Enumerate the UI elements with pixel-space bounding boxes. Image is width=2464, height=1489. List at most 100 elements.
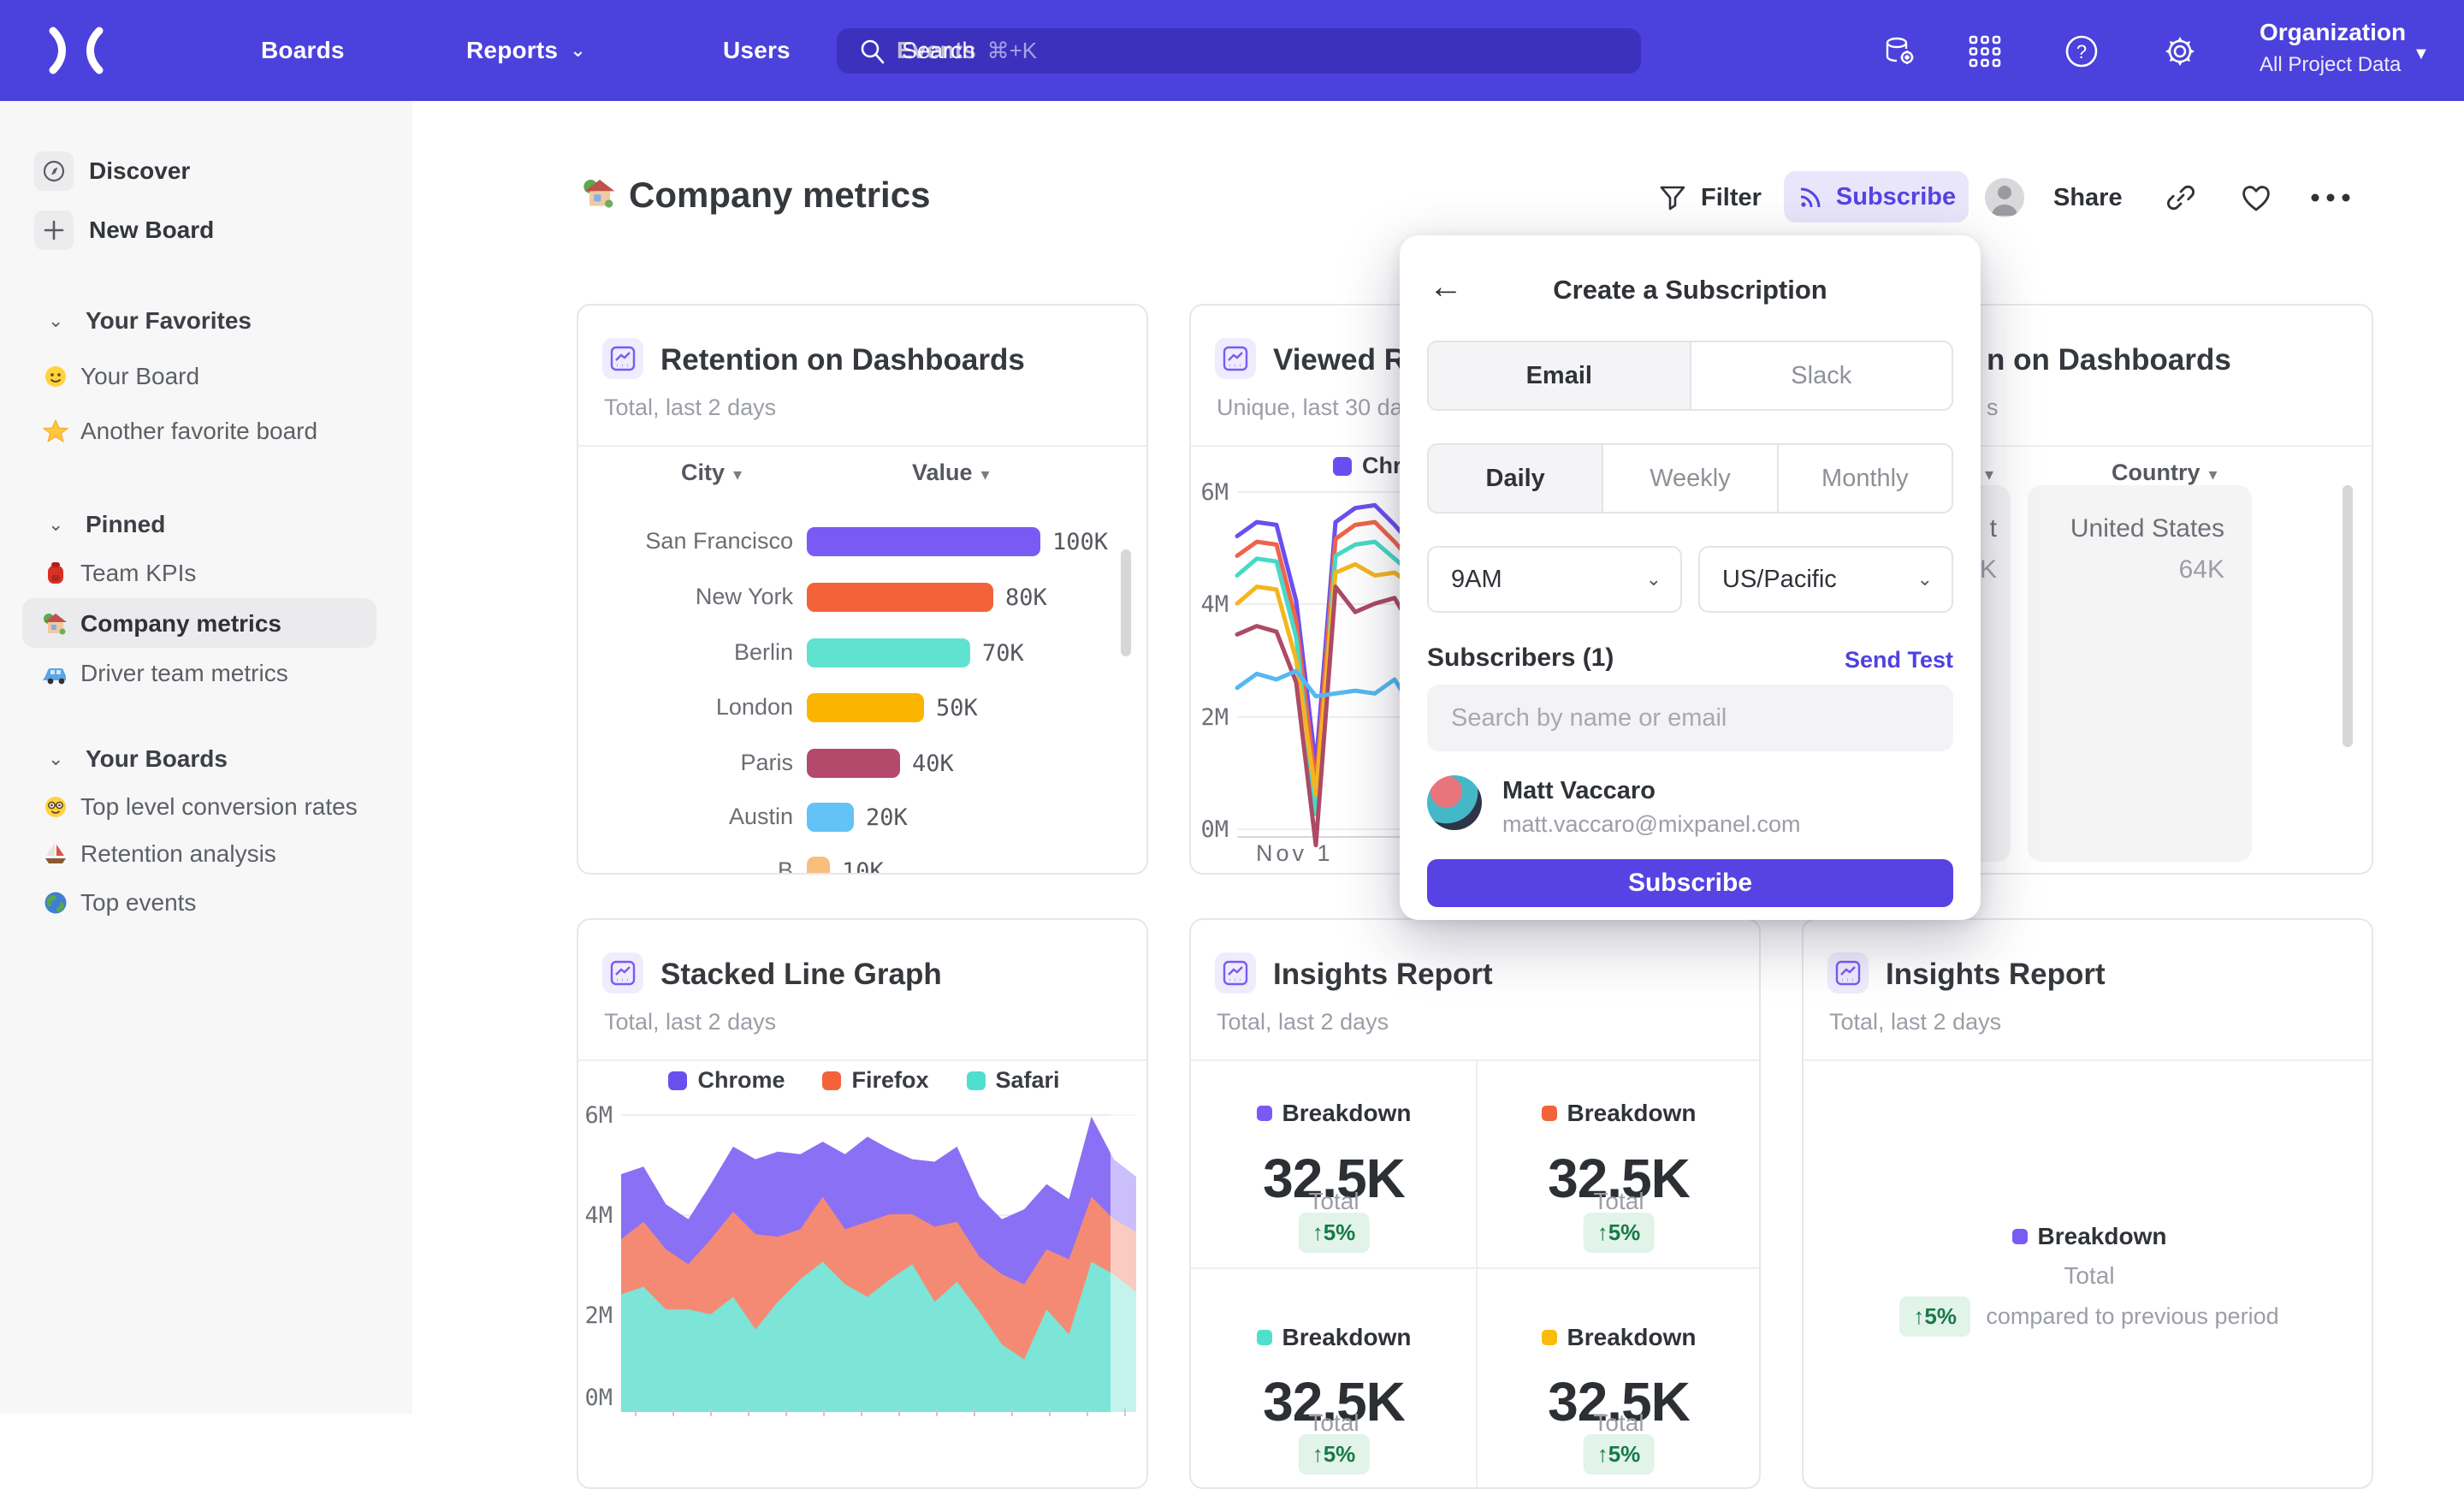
bar-row-label: Paris xyxy=(740,750,793,775)
org-project-switcher[interactable]: Organization All Project Data xyxy=(2260,19,2406,77)
card-subtitle: Total, last 2 days xyxy=(1829,1009,2002,1035)
column-header-value[interactable]: Value ▾ xyxy=(912,460,990,485)
sidebar-item-top-events[interactable]: Top events xyxy=(0,879,412,927)
y-axis-tick: 6M xyxy=(1200,479,1229,506)
card-title: Stacked Line Graph xyxy=(660,958,942,991)
line-series-amber xyxy=(1235,561,1417,798)
tab-weekly[interactable]: Weekly xyxy=(1603,445,1779,512)
bar-row-bar[interactable] xyxy=(807,693,924,722)
bar-row-bar[interactable] xyxy=(807,803,854,832)
sidebar-item-another-favorite-board[interactable]: Another favorite board xyxy=(0,407,412,455)
sidebar-item-top-level-conversion-rates[interactable]: Top level conversion rates xyxy=(0,783,412,831)
modal-title: Create a Subscription xyxy=(1553,275,1827,305)
chevron-down-icon: ⌄ xyxy=(48,310,64,331)
sidebar-section-your-favorites[interactable]: ⌄ Your Favorites xyxy=(48,307,252,334)
svg-text:?: ? xyxy=(2076,41,2087,62)
globe-icon xyxy=(41,888,70,917)
series-dot-icon xyxy=(1256,1330,1272,1345)
card-scrollbar[interactable] xyxy=(2343,485,2353,747)
sidebar-item-retention-analysis[interactable]: Retention analysis xyxy=(0,830,412,878)
nav-link-reports[interactable]: Reports ⌄ xyxy=(466,37,586,63)
sidebar-item-your-board[interactable]: Your Board xyxy=(0,353,412,400)
subscribe-submit-button[interactable]: Subscribe xyxy=(1427,859,1953,907)
user-avatar[interactable] xyxy=(1985,178,2024,217)
bar-row-bar[interactable] xyxy=(807,583,993,612)
data-connections-icon[interactable] xyxy=(1882,34,1916,68)
nav-link-events[interactable]: Events xyxy=(897,37,977,63)
favorite-heart-icon[interactable] xyxy=(2238,173,2274,222)
legend-item-safari[interactable]: Safari xyxy=(966,1067,1060,1094)
sidebar-item-driver-team-metrics[interactable]: Driver team metrics xyxy=(0,650,412,697)
sidebar-selected-pill xyxy=(22,598,376,648)
apps-grid-icon[interactable] xyxy=(1968,34,2002,68)
card-subtitle-clipped: s xyxy=(1987,394,1999,420)
delta-note: compared to previous period xyxy=(1986,1303,2279,1329)
bar-row-bar[interactable] xyxy=(807,527,1040,556)
column-header-clipped[interactable]: ▾ xyxy=(1985,466,1994,484)
mixpanel-logo-icon[interactable] xyxy=(48,27,104,74)
bar-row-label: Austin xyxy=(728,804,793,829)
bar-row-label: New York xyxy=(695,584,793,609)
column-header-city[interactable]: City ▾ xyxy=(681,460,743,485)
card-subtitle: Total, last 2 days xyxy=(604,394,777,420)
bar-row-bar[interactable] xyxy=(807,749,900,778)
send-test-link[interactable]: Send Test xyxy=(1844,647,1953,673)
report-chart-icon xyxy=(1215,338,1256,379)
area-safari xyxy=(621,1261,1136,1412)
smiley-icon xyxy=(41,362,70,391)
column-header-country[interactable]: Country ▾ xyxy=(2112,460,2218,485)
tab-email[interactable]: Email xyxy=(1429,342,1691,409)
bar-row-label: B xyxy=(777,857,793,875)
copy-link-icon[interactable] xyxy=(2163,173,2199,222)
subscribe-button[interactable]: Subscribe xyxy=(1784,171,1969,222)
series-dot-icon xyxy=(1256,1106,1272,1121)
delta-badge: ↑5% xyxy=(1583,1434,1655,1474)
timezone-select[interactable]: US/Pacific ⌄ xyxy=(1698,546,1953,613)
delta-badge: ↑5% xyxy=(1583,1213,1655,1253)
y-axis-tick: 2M xyxy=(1200,704,1229,731)
sidebar-item-team-kpis[interactable]: Team KPIs xyxy=(0,549,412,597)
house-icon xyxy=(41,609,70,638)
sidebar-section-pinned[interactable]: ⌄ Pinned xyxy=(48,511,166,537)
create-subscription-modal: ← Create a Subscription Email Slack Daily… xyxy=(1400,235,1981,920)
nav-link-users[interactable]: Users xyxy=(723,37,791,63)
time-select[interactable]: 9AM ⌄ xyxy=(1427,546,1682,613)
subscriber-avatar xyxy=(1427,775,1482,830)
country-value: 64K xyxy=(2178,555,2224,584)
sidebar-item-new-board[interactable]: New Board xyxy=(0,206,412,254)
settings-icon[interactable] xyxy=(2163,34,2197,68)
sidebar-section-your-boards[interactable]: ⌄ Your Boards xyxy=(48,745,228,772)
chevron-down-icon: ⌄ xyxy=(48,748,64,769)
total-label: Total xyxy=(2064,1262,2115,1289)
bar-row-value: 10K xyxy=(842,858,884,875)
card-title-clipped: n on Dashboards xyxy=(1987,343,2231,377)
subscriber-search-input[interactable]: Search by name or email xyxy=(1427,685,1953,751)
plus-icon xyxy=(34,211,74,250)
bar-row-bar[interactable] xyxy=(807,857,830,873)
bar-row-bar[interactable] xyxy=(807,638,970,667)
sidebar-item-discover[interactable]: Discover xyxy=(0,147,412,195)
filter-button[interactable]: Filter xyxy=(1658,173,1762,222)
bar-row-value: 70K xyxy=(982,640,1024,667)
tab-daily[interactable]: Daily xyxy=(1429,445,1604,512)
back-arrow-icon[interactable]: ← xyxy=(1429,268,1463,306)
tab-monthly[interactable]: Monthly xyxy=(1778,445,1952,512)
tab-slack[interactable]: Slack xyxy=(1691,342,1952,409)
search-placeholder: Search xyxy=(902,38,975,63)
card-retention-on-dashboards: Retention on Dashboards Total, last 2 da… xyxy=(577,304,1148,875)
series-dot-icon xyxy=(1541,1106,1557,1121)
card-scrollbar[interactable] xyxy=(1121,549,1131,656)
legend-item-firefox[interactable]: Firefox xyxy=(822,1067,929,1094)
share-button[interactable]: Share xyxy=(2053,183,2123,211)
chevron-down-icon: ⌄ xyxy=(570,39,586,61)
sidebar-item-company-metrics[interactable]: Company metrics xyxy=(0,600,412,648)
help-icon[interactable]: ? xyxy=(2064,34,2099,68)
series-dot-icon xyxy=(1541,1330,1557,1345)
nav-link-boards[interactable]: Boards xyxy=(261,37,345,63)
legend-item-chrome[interactable]: Chrome xyxy=(668,1067,785,1094)
legend-swatch-icon xyxy=(966,1071,986,1090)
search-input[interactable]: Search ⌘+K xyxy=(837,28,1641,74)
more-options-button[interactable] xyxy=(2310,173,2351,222)
metric-sub-label: Total xyxy=(1593,1188,1644,1214)
y-axis-tick: 2M xyxy=(584,1302,613,1329)
